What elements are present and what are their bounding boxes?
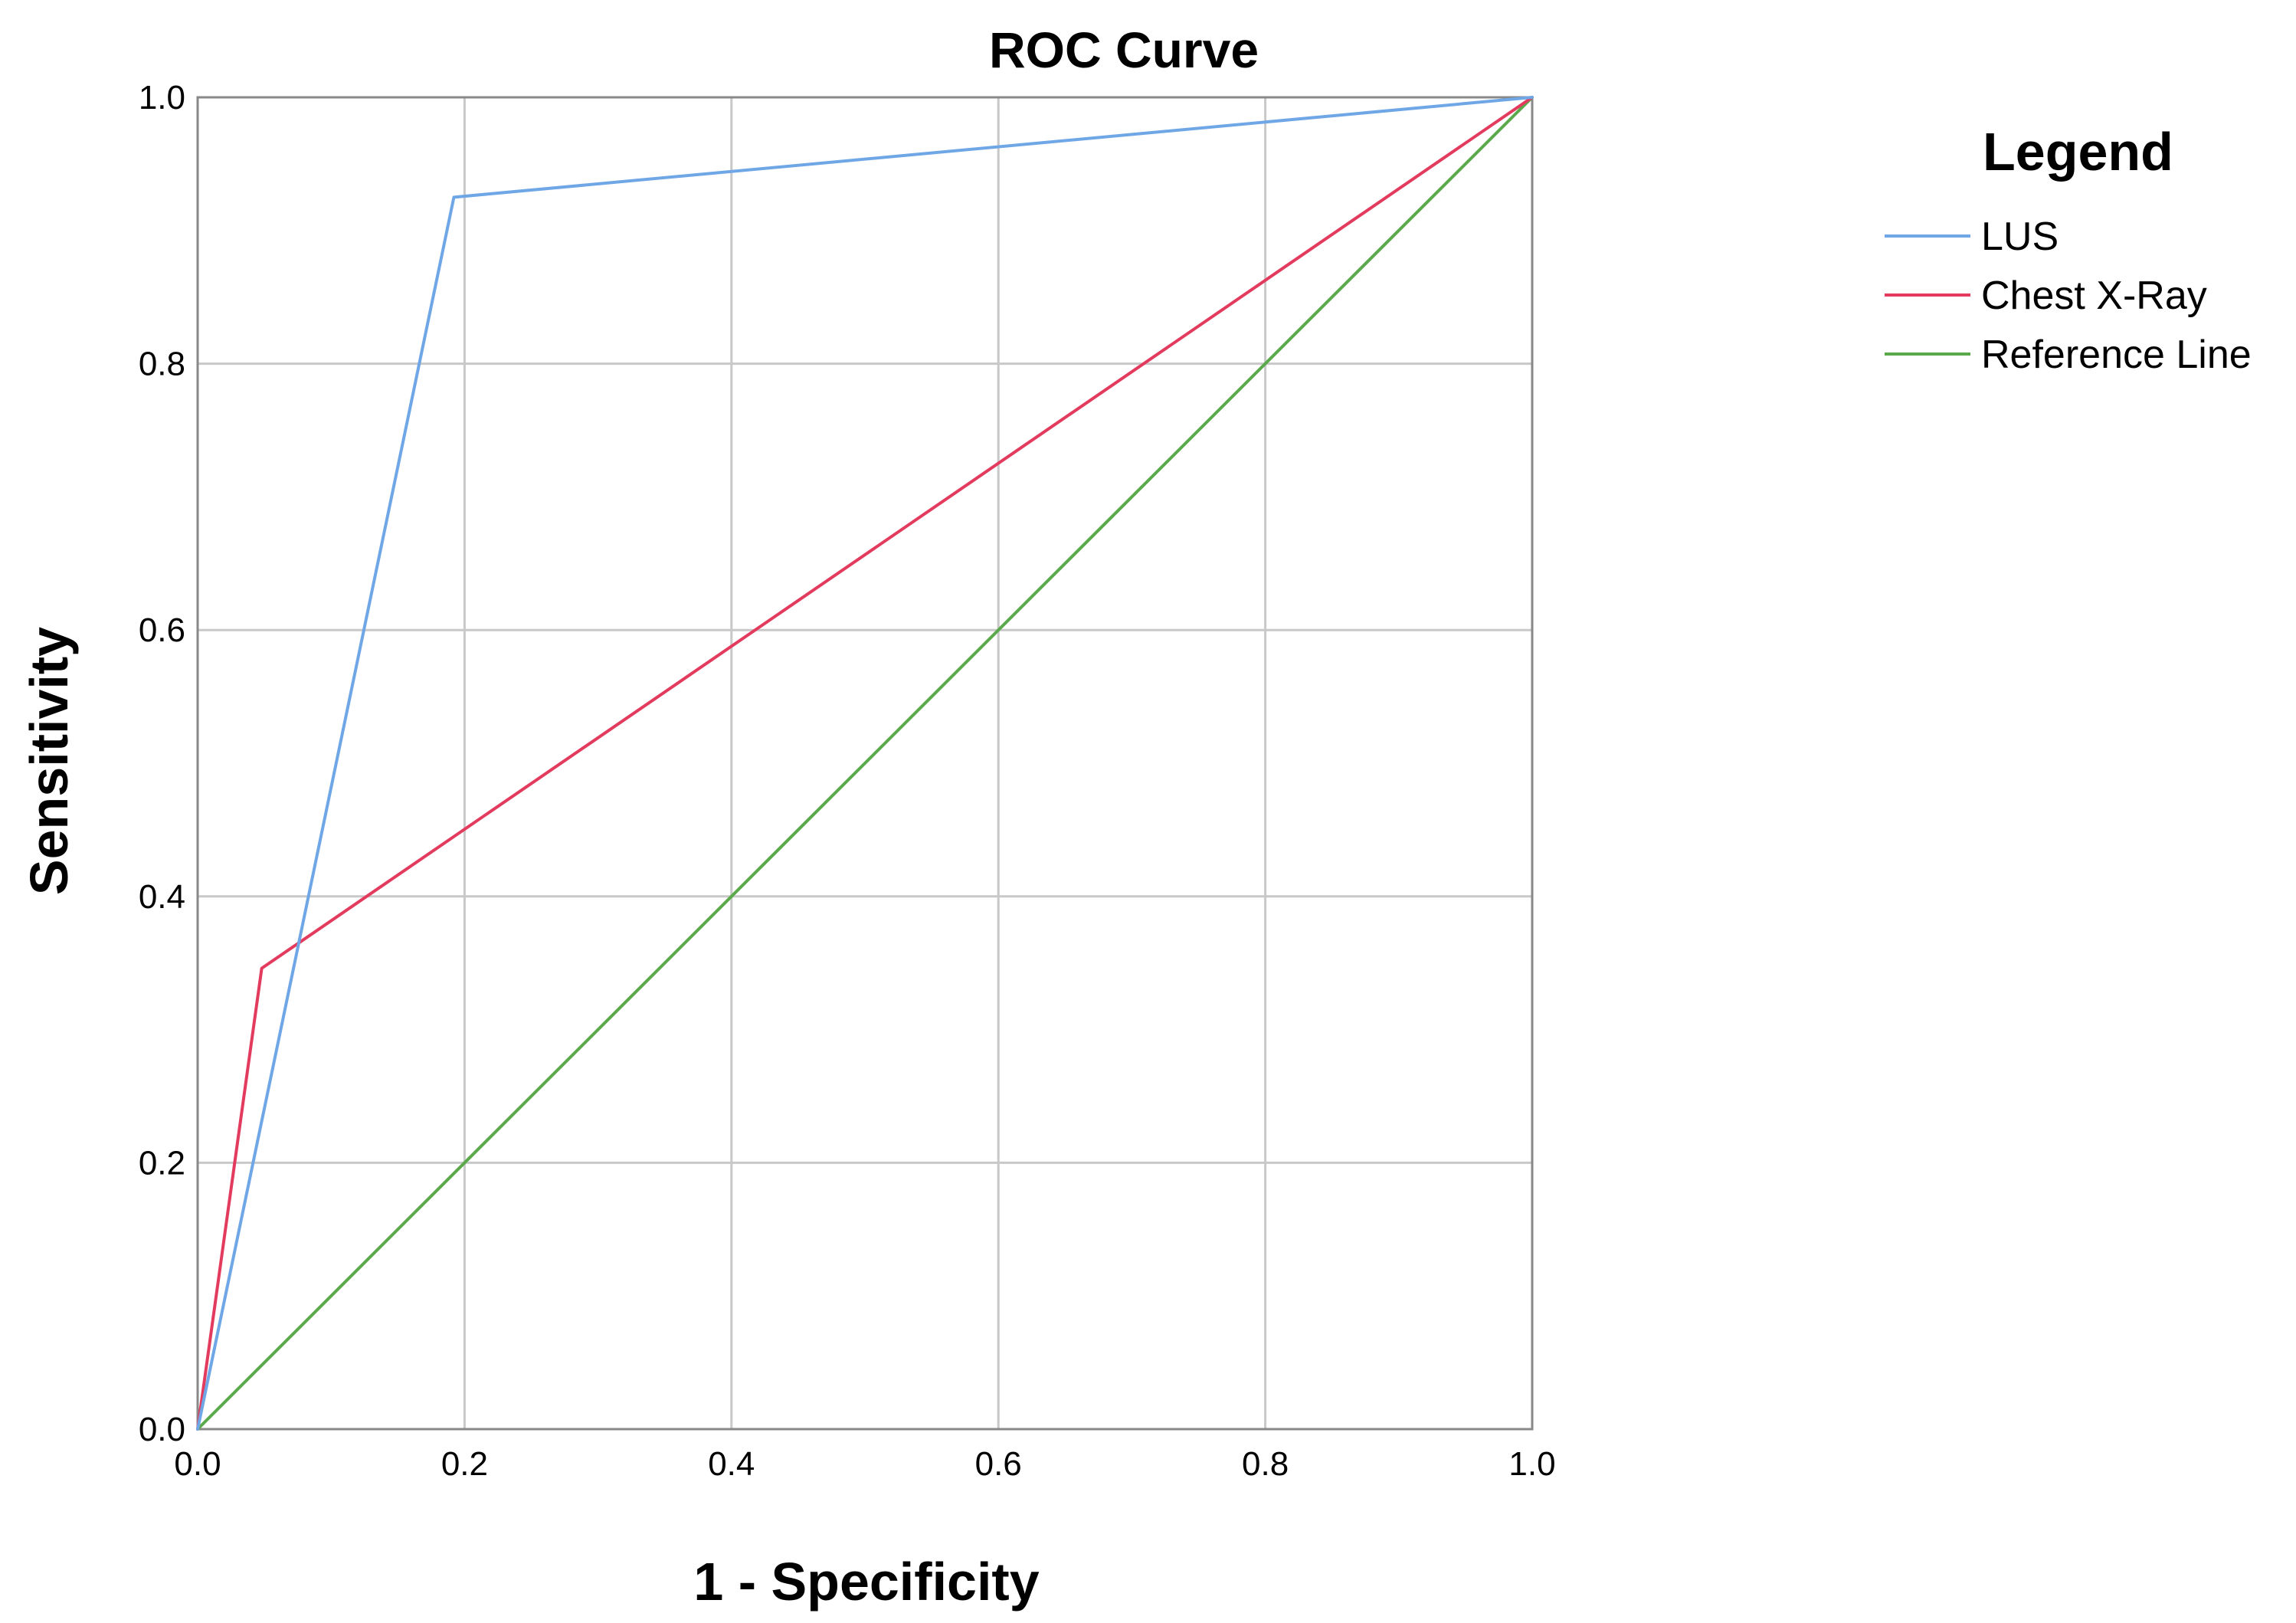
y-tick-label: 0.0 xyxy=(139,1411,185,1448)
series-line-lus xyxy=(196,96,1534,1431)
x-tick-label: 0.6 xyxy=(975,1445,1022,1483)
y-tick-label: 0.2 xyxy=(139,1144,185,1182)
chart-title: ROC Curve xyxy=(989,21,1259,78)
legend-title: Legend xyxy=(1983,122,2173,182)
x-axis-label: 1 - Specificity xyxy=(693,1552,1039,1612)
legend: Legend LUS Chest X-Ray Reference Line xyxy=(1885,122,2252,377)
y-tick-label: 0.4 xyxy=(139,878,185,916)
legend-label-lus: LUS xyxy=(1981,215,2059,259)
x-tick-label: 1.0 xyxy=(1508,1445,1555,1483)
series-layer xyxy=(196,96,1534,1431)
series-line-reference-line xyxy=(196,96,1534,1431)
legend-label-reference-line: Reference Line xyxy=(1981,333,2252,377)
series-line-chest-x-ray xyxy=(196,96,1534,1431)
y-tick-label: 0.8 xyxy=(139,346,185,383)
y-tick-label: 1.0 xyxy=(139,79,185,116)
x-tick-label: 0.0 xyxy=(174,1445,221,1483)
x-tick-labels: 0.0 0.2 0.4 0.6 0.8 1.0 xyxy=(174,1445,1555,1483)
x-tick-label: 0.4 xyxy=(708,1445,755,1483)
x-tick-label: 0.8 xyxy=(1242,1445,1289,1483)
legend-label-chest-x-ray: Chest X-Ray xyxy=(1981,274,2207,318)
y-axis-label: Sensitivity xyxy=(19,627,79,895)
y-tick-label: 0.6 xyxy=(139,611,185,649)
x-tick-label: 0.2 xyxy=(441,1445,488,1483)
legend-items: LUS Chest X-Ray Reference Line xyxy=(1885,215,2252,377)
plot-frame xyxy=(196,96,1534,1431)
y-tick-labels: 0.0 0.2 0.4 0.6 0.8 1.0 xyxy=(139,79,185,1448)
